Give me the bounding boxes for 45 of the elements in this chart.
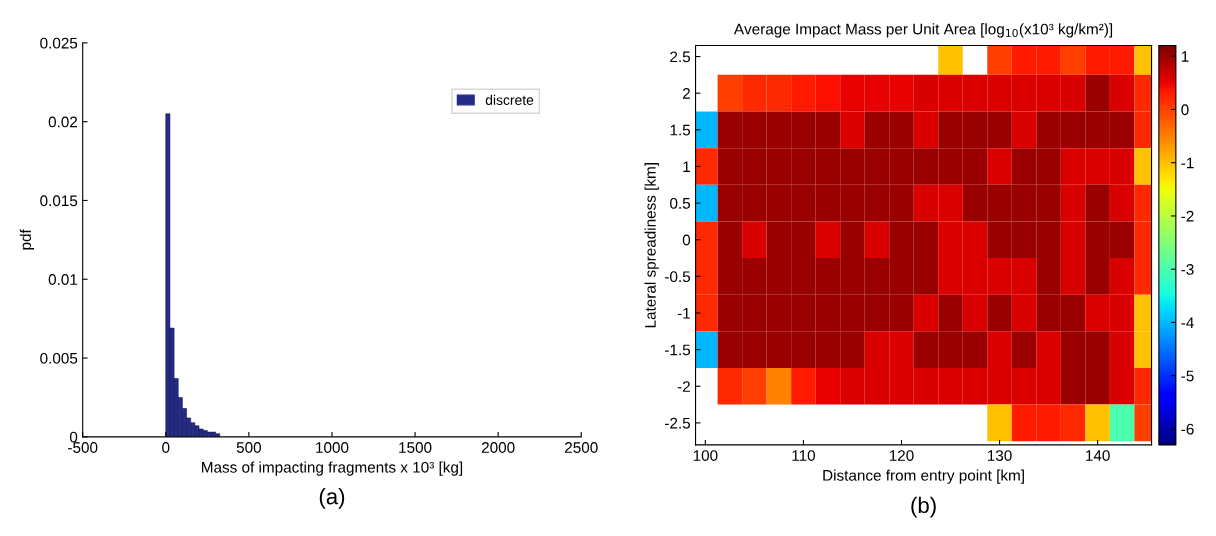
x-tick-label: 2000 bbox=[481, 442, 515, 453]
text: (a) bbox=[319, 488, 345, 509]
x-tick-label: -500 bbox=[68, 442, 98, 453]
chart-title: Average Impact Mass per Unit Area [log$_{10}$(x10³ kg/km²)] bbox=[733, 23, 1113, 38]
color-bar-label: -1 bbox=[1181, 157, 1194, 169]
y-tick-label: 0 bbox=[69, 431, 78, 443]
y-tick-label: 0.02 bbox=[48, 116, 78, 128]
text: (b) bbox=[911, 496, 936, 518]
y-tick-label: 1 bbox=[683, 161, 690, 172]
color-bar-label: -6 bbox=[1181, 423, 1194, 435]
y-tick-label: 0.005 bbox=[40, 352, 78, 364]
color-bar-label: 1 bbox=[1181, 51, 1189, 62]
y-tick-label: 0.01 bbox=[48, 274, 78, 285]
x-tick-label: 2500 bbox=[565, 442, 598, 453]
x-tick-label: 500 bbox=[236, 442, 262, 453]
x-tick-label: 120 bbox=[889, 450, 914, 461]
y-tick-label: -0.5 bbox=[665, 271, 691, 283]
y-tick-label: -2 bbox=[677, 381, 690, 392]
y-tick-label: -1.5 bbox=[665, 344, 691, 356]
x-tick-label: 100 bbox=[693, 450, 718, 461]
x-tick-label: 130 bbox=[987, 450, 1012, 461]
y-tick-label: -1 bbox=[677, 308, 690, 319]
color-bar-label: -3 bbox=[1181, 264, 1194, 275]
y-axis-title: pdf bbox=[19, 229, 35, 250]
x-tick-label: 0 bbox=[162, 442, 170, 453]
color-bar-label: -2 bbox=[1181, 210, 1194, 222]
x-tick-label: 140 bbox=[1086, 450, 1110, 461]
x-tick-label: 110 bbox=[792, 450, 816, 461]
color-bar-label: 0 bbox=[1181, 104, 1189, 116]
legend-label: discrete bbox=[485, 94, 534, 105]
y-axis-title: Lateral spreadiness [km] bbox=[644, 163, 659, 328]
color-bar-label: -4 bbox=[1181, 317, 1194, 328]
y-tick-label: 0.015 bbox=[40, 195, 78, 207]
y-tick-label: -2.5 bbox=[665, 417, 691, 429]
y-tick-label: 2 bbox=[682, 88, 690, 99]
y-tick-label: 0.025 bbox=[40, 37, 78, 49]
color-bar-label: -5 bbox=[1181, 370, 1194, 382]
y-tick-label: 0 bbox=[682, 234, 691, 246]
x-tick-label: 1000 bbox=[316, 442, 349, 453]
x-axis-title: Distance from entry point [km] bbox=[823, 469, 1024, 484]
x-axis-title: Mass of impacting fragments x 10³ [kg] bbox=[202, 461, 463, 476]
y-tick-label: 2.5 bbox=[670, 51, 691, 63]
x-tick-label: 1500 bbox=[399, 442, 432, 453]
y-tick-label: 1.5 bbox=[670, 124, 691, 136]
y-tick-label: 0.5 bbox=[670, 197, 691, 209]
